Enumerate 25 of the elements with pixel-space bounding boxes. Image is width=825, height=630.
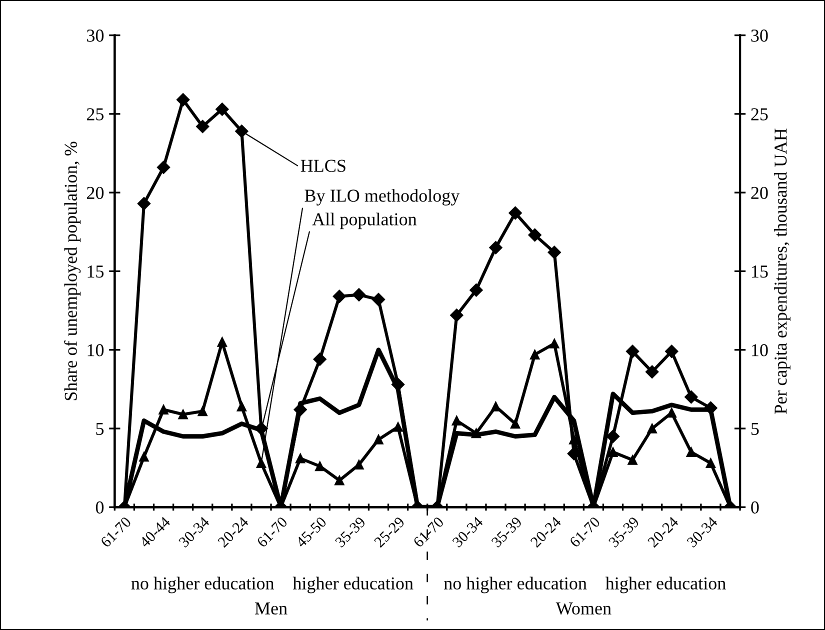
y2-tick-label: 25	[751, 108, 768, 120]
y-tick-label: 30	[87, 30, 104, 42]
y2-axis-title: Per capita expenditures, thousand UAH	[774, 128, 790, 414]
text: higher education	[606, 576, 726, 594]
y-tick-label: 15	[88, 266, 104, 278]
y-tick-label: 25	[86, 108, 104, 120]
text: Women	[556, 602, 612, 615]
y-axis-title: Share of unemployed population, %	[64, 142, 81, 400]
text: All population	[312, 212, 417, 230]
y2-tick-label: 30	[751, 30, 768, 42]
y2-tick-label: 20	[751, 186, 768, 200]
text: Men	[254, 602, 288, 615]
text: By ILO methodology	[304, 189, 460, 206]
text: no higher education	[444, 576, 587, 594]
y2-tick-label: 0	[751, 501, 759, 514]
y-tick-label: 20	[86, 186, 104, 200]
y2-tick-label: 15	[752, 266, 768, 278]
y2-tick-label: 5	[751, 422, 759, 435]
text: no higher education	[131, 576, 274, 594]
y-tick-label: 0	[96, 501, 104, 514]
y-tick-label: 10	[88, 344, 104, 356]
text: HLCS	[300, 160, 346, 172]
y-tick-label: 5	[96, 422, 104, 435]
y2-tick-label: 10	[752, 344, 768, 356]
text: higher education	[292, 576, 414, 594]
